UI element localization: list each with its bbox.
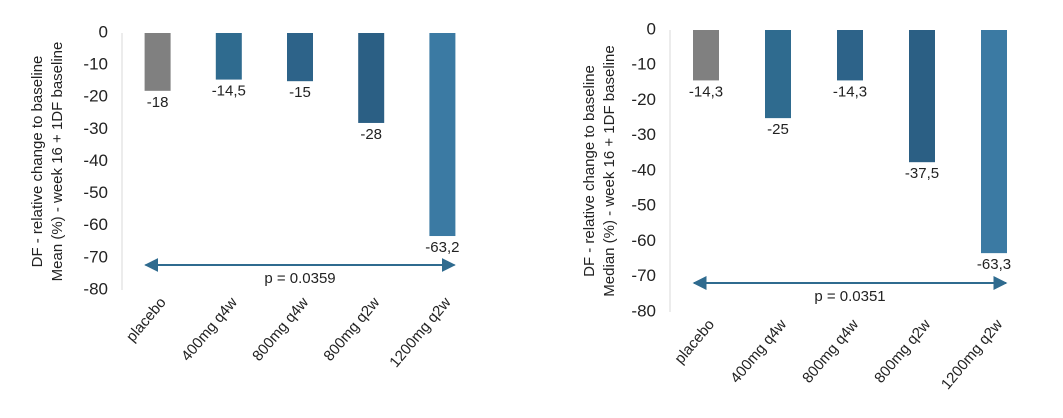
data-label: -14,3 (833, 83, 867, 100)
x-tick-label: 800mg q2w (320, 294, 383, 364)
data-label: -14,5 (212, 83, 246, 100)
y-axis-label: DF - relative change to baseline (29, 56, 46, 268)
bar (287, 33, 313, 82)
bar (765, 30, 791, 119)
y-tick-label: -10 (631, 55, 656, 74)
x-tick-label: 800mg q4w (249, 294, 312, 364)
y-tick-label: -20 (83, 87, 108, 106)
x-tick-label: 800mg q2w (871, 316, 934, 386)
y-tick-label: -50 (631, 196, 656, 215)
bar (429, 33, 456, 237)
y-tick-label: -10 (83, 55, 108, 74)
y-tick-label: -30 (83, 119, 108, 138)
y-tick-label: -30 (631, 125, 656, 144)
data-label: -25 (767, 121, 789, 138)
x-tick-label: 400mg q4w (178, 294, 241, 364)
bar (693, 30, 719, 81)
y-axis-label: Median (%) - week 16 + 1DF baseline (601, 45, 618, 296)
data-label: -63,2 (425, 239, 459, 256)
data-label: -14,3 (689, 83, 723, 100)
bar (358, 33, 385, 123)
y-tick-label: -60 (631, 231, 656, 250)
data-label: -37,5 (905, 165, 939, 182)
x-tick-label: 400mg q4w (727, 316, 790, 386)
y-tick-label: 0 (99, 22, 108, 41)
y-tick-label: -70 (83, 247, 108, 266)
y-tick-label: -20 (631, 90, 656, 109)
data-label: -15 (289, 84, 311, 101)
bar (837, 30, 863, 81)
y-tick-label: -40 (83, 151, 108, 170)
data-label: -63,3 (977, 256, 1011, 273)
y-tick-label: 0 (647, 19, 656, 38)
data-label: -28 (360, 126, 382, 143)
x-tick-label: 800mg q4w (799, 316, 862, 386)
y-axis-label: DF - relative change to baseline (581, 65, 598, 277)
y-tick-label: -80 (83, 279, 108, 298)
y-tick-label: -40 (631, 160, 656, 179)
annotation: p = 0.0359 (264, 270, 335, 287)
y-tick-label: -50 (83, 183, 108, 202)
bar (981, 30, 1007, 254)
y-tick-label: -60 (83, 215, 108, 234)
y-tick-label: -80 (631, 301, 656, 320)
x-tick-label: placebo (123, 294, 170, 345)
y-axis-label: Mean (%) - week 16 + 1DF baseline (49, 42, 66, 282)
bar (144, 33, 171, 91)
x-tick-label: 1200mg q2w (938, 316, 1006, 393)
annotation: p = 0.0351 (814, 288, 885, 305)
y-tick-label: -70 (631, 266, 656, 285)
x-tick-label: 1200mg q2w (386, 294, 454, 371)
data-label: -18 (147, 94, 169, 111)
bar (215, 33, 242, 80)
bar (909, 30, 935, 163)
x-tick-label: placebo (671, 316, 718, 367)
